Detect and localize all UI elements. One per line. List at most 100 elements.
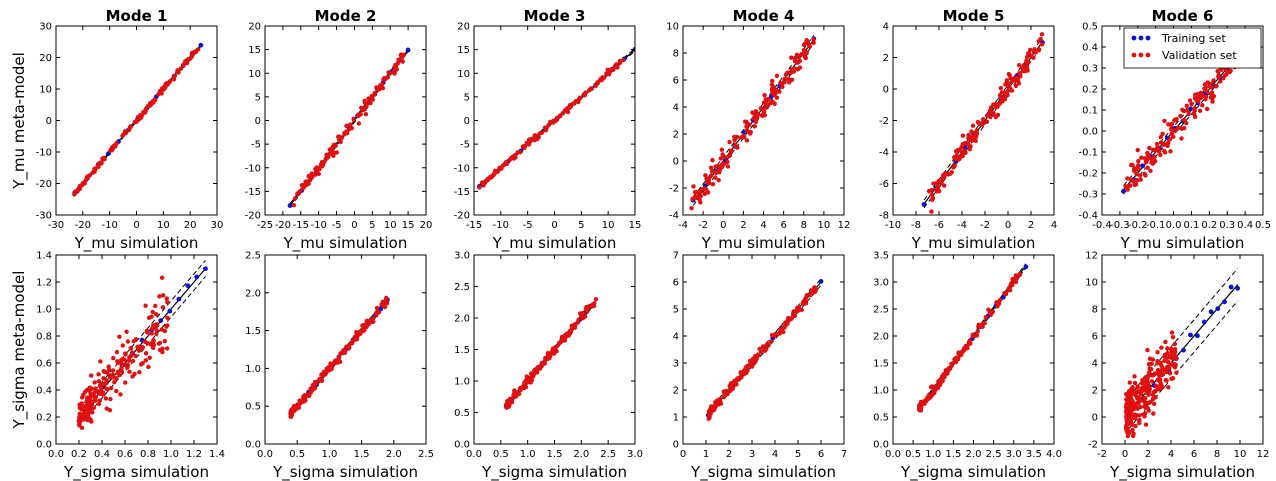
validation-point — [957, 352, 962, 358]
validation-point — [936, 188, 941, 193]
subplot-7: 0.0 0.2 0.4 0.6 0.8 1.0 1.2 1.4 0.0 0.2 0.4 0.6 0.8 1… — [10, 251, 225, 481]
validation-point — [1184, 107, 1190, 113]
x-tick-label: 3.0 — [627, 449, 643, 460]
x-tick-label: 5 — [578, 220, 584, 231]
validation-point — [1026, 60, 1031, 65]
validation-point — [291, 403, 297, 409]
validation-point — [775, 89, 780, 94]
x-tick-label: 0 — [551, 220, 557, 231]
validation-point — [391, 69, 397, 74]
validation-point — [356, 113, 362, 118]
validation-point — [808, 292, 813, 298]
validation-point — [556, 341, 562, 346]
validation-point — [123, 362, 129, 367]
validation-point — [929, 192, 935, 197]
validation-point — [986, 307, 991, 312]
validation-point — [1130, 427, 1135, 433]
validation-point — [721, 161, 727, 167]
validation-point — [1192, 106, 1197, 112]
validation-point — [764, 346, 769, 351]
validation-point — [1033, 50, 1039, 55]
validation-point — [136, 117, 141, 122]
validation-point — [949, 361, 954, 366]
x-tick-label: 3 — [749, 449, 755, 460]
validation-point — [160, 346, 165, 351]
x-tick-label: 10 — [818, 220, 831, 231]
validation-point — [138, 362, 144, 367]
validation-point — [74, 189, 79, 195]
validation-point — [944, 369, 949, 375]
validation-point — [1147, 386, 1152, 391]
validation-point — [1174, 356, 1179, 361]
validation-point — [1147, 145, 1152, 151]
training-point — [167, 308, 173, 314]
validation-point — [1130, 400, 1135, 406]
validation-point — [1135, 178, 1140, 183]
validation-point — [165, 300, 170, 305]
validation-point — [114, 376, 119, 381]
validation-point — [1203, 94, 1209, 100]
validation-point — [89, 419, 94, 424]
training-point — [1235, 285, 1241, 291]
validation-point — [95, 389, 100, 394]
validation-point — [378, 83, 383, 88]
validation-point — [938, 377, 943, 382]
validation-point — [319, 377, 324, 382]
validation-point — [306, 393, 312, 399]
validation-point — [504, 405, 509, 410]
y-tick-label: -15 — [245, 187, 261, 198]
y-tick-label: 7 — [673, 251, 679, 262]
x-tick-label: 6 — [818, 449, 824, 460]
validation-point — [164, 346, 170, 351]
x-axis-label: Y_sigma simulation — [1109, 463, 1255, 481]
validation-point — [346, 346, 352, 351]
validation-point — [289, 409, 294, 414]
validation-point — [1198, 90, 1204, 96]
validation-point — [133, 353, 138, 359]
y-tick-label: 20 — [39, 53, 52, 64]
validation-point — [149, 331, 154, 336]
validation-point — [518, 385, 523, 391]
validation-point — [1135, 400, 1140, 406]
validation-point — [584, 307, 589, 313]
validation-point — [1012, 78, 1018, 83]
validation-point — [804, 50, 809, 55]
validation-point — [1017, 71, 1022, 76]
validation-point — [123, 351, 128, 356]
x-tick-label: -0.2 — [1128, 220, 1148, 231]
validation-point — [302, 392, 308, 398]
validation-point — [117, 334, 122, 339]
x-tick-label: 0.2 — [71, 449, 87, 460]
validation-point — [708, 173, 714, 179]
validation-point — [537, 366, 543, 371]
validation-point — [498, 166, 503, 171]
x-tick-label: 0.5 — [1255, 220, 1271, 231]
validation-point — [1128, 183, 1133, 188]
training-point — [1181, 347, 1186, 353]
legend-validation-marker — [1145, 52, 1151, 58]
x-tick-label: 4 — [1168, 449, 1174, 460]
validation-point — [1158, 152, 1163, 158]
x-axis-label: Y_mu simulation — [911, 234, 1036, 253]
validation-point — [1213, 83, 1219, 89]
plot-area — [921, 32, 1045, 214]
validation-point — [1124, 416, 1129, 422]
validation-point — [335, 358, 340, 364]
validation-point — [1133, 404, 1139, 409]
validation-point — [717, 169, 722, 175]
validation-point — [1167, 137, 1173, 142]
validation-point — [193, 49, 198, 55]
x-tick-label: -5 — [332, 220, 342, 231]
legend-training-marker — [1138, 35, 1144, 41]
training-point — [198, 42, 204, 48]
validation-point — [1186, 111, 1191, 117]
subplot-4: -4 -2 0 2 4 6 8 10 12 -4 -2 0 2 4 6 8 10 Mode 4 Y_mu simul… — [666, 7, 850, 253]
plot-area — [288, 295, 390, 420]
validation-point — [1017, 271, 1022, 277]
validation-point — [128, 124, 133, 129]
validation-point — [1131, 168, 1137, 173]
validation-point — [154, 312, 159, 317]
validation-point — [593, 297, 599, 302]
validation-point — [1135, 147, 1140, 153]
validation-point — [159, 275, 165, 280]
